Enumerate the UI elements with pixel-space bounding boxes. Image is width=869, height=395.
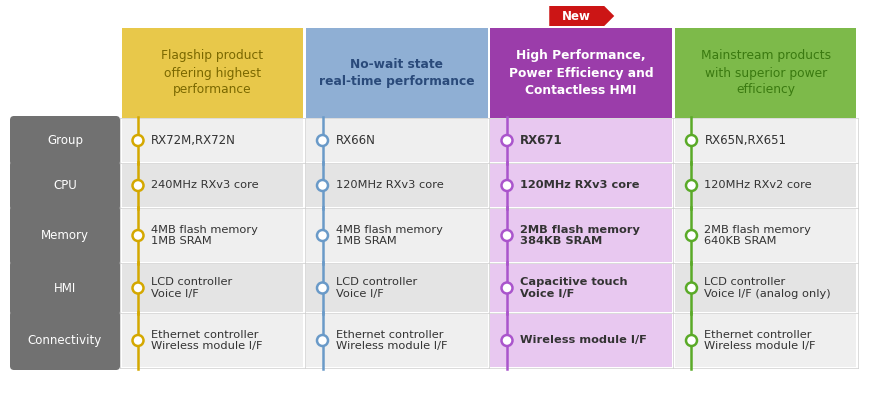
Circle shape — [316, 135, 328, 146]
Circle shape — [501, 180, 512, 191]
FancyBboxPatch shape — [490, 314, 671, 367]
FancyBboxPatch shape — [490, 119, 671, 162]
FancyBboxPatch shape — [306, 314, 487, 367]
FancyBboxPatch shape — [674, 209, 855, 262]
Text: Ethernet controller
Wireless module I/F: Ethernet controller Wireless module I/F — [151, 330, 262, 351]
Text: Connectivity: Connectivity — [28, 334, 102, 347]
Text: 120MHz RXv3 core: 120MHz RXv3 core — [520, 181, 639, 190]
FancyBboxPatch shape — [10, 311, 120, 370]
Text: LCD controller
Voice I/F: LCD controller Voice I/F — [151, 277, 232, 299]
Circle shape — [686, 230, 696, 241]
FancyBboxPatch shape — [10, 261, 120, 315]
FancyBboxPatch shape — [122, 119, 302, 162]
Text: 4MB flash memory
1MB SRAM: 4MB flash memory 1MB SRAM — [335, 225, 441, 246]
Text: Memory: Memory — [41, 229, 89, 242]
Text: Capacitive touch
Voice I/F: Capacitive touch Voice I/F — [520, 277, 627, 299]
Polygon shape — [548, 6, 614, 26]
Text: New: New — [561, 9, 590, 23]
Text: 2MB flash memory
640KB SRAM: 2MB flash memory 640KB SRAM — [704, 225, 811, 246]
Circle shape — [132, 135, 143, 146]
FancyBboxPatch shape — [122, 28, 302, 118]
Text: 4MB flash memory
1MB SRAM: 4MB flash memory 1MB SRAM — [151, 225, 257, 246]
Text: Group: Group — [47, 134, 83, 147]
FancyBboxPatch shape — [674, 264, 855, 312]
FancyBboxPatch shape — [490, 164, 671, 207]
FancyBboxPatch shape — [10, 116, 120, 165]
Circle shape — [501, 282, 512, 293]
FancyBboxPatch shape — [674, 164, 855, 207]
Text: Mainstream products
with superior power
efficiency: Mainstream products with superior power … — [700, 49, 830, 96]
FancyBboxPatch shape — [122, 264, 302, 312]
FancyBboxPatch shape — [306, 209, 487, 262]
Text: RX66N: RX66N — [335, 134, 375, 147]
FancyBboxPatch shape — [674, 119, 855, 162]
Circle shape — [316, 180, 328, 191]
FancyBboxPatch shape — [674, 28, 855, 118]
Text: 120MHz RXv3 core: 120MHz RXv3 core — [335, 181, 442, 190]
Text: No-wait state
real-time performance: No-wait state real-time performance — [319, 58, 474, 88]
Circle shape — [316, 335, 328, 346]
FancyBboxPatch shape — [10, 206, 120, 265]
Circle shape — [316, 230, 328, 241]
Circle shape — [686, 135, 696, 146]
Text: 120MHz RXv2 core: 120MHz RXv2 core — [704, 181, 811, 190]
FancyBboxPatch shape — [10, 161, 120, 210]
FancyBboxPatch shape — [674, 314, 855, 367]
Text: Ethernet controller
Wireless module I/F: Ethernet controller Wireless module I/F — [704, 330, 815, 351]
Circle shape — [501, 135, 512, 146]
FancyBboxPatch shape — [490, 209, 671, 262]
Circle shape — [132, 282, 143, 293]
Circle shape — [686, 282, 696, 293]
Text: Ethernet controller
Wireless module I/F: Ethernet controller Wireless module I/F — [335, 330, 447, 351]
Circle shape — [132, 335, 143, 346]
Text: 2MB flash memory
384KB SRAM: 2MB flash memory 384KB SRAM — [520, 225, 639, 246]
Text: High Performance,
Power Efficiency and
Contactless HMI: High Performance, Power Efficiency and C… — [508, 49, 653, 96]
FancyBboxPatch shape — [306, 28, 487, 118]
FancyBboxPatch shape — [306, 264, 487, 312]
Circle shape — [132, 230, 143, 241]
Text: LCD controller
Voice I/F (analog only): LCD controller Voice I/F (analog only) — [704, 277, 830, 299]
Text: Flagship product
offering highest
performance: Flagship product offering highest perfor… — [161, 49, 263, 96]
Text: RX72M,RX72N: RX72M,RX72N — [151, 134, 235, 147]
FancyBboxPatch shape — [490, 28, 671, 118]
Text: RX65N,RX651: RX65N,RX651 — [704, 134, 786, 147]
FancyBboxPatch shape — [122, 314, 302, 367]
Circle shape — [501, 335, 512, 346]
Text: HMI: HMI — [54, 282, 76, 295]
Text: RX671: RX671 — [520, 134, 562, 147]
FancyBboxPatch shape — [490, 264, 671, 312]
FancyBboxPatch shape — [306, 164, 487, 207]
Circle shape — [686, 335, 696, 346]
Circle shape — [686, 180, 696, 191]
Circle shape — [316, 282, 328, 293]
FancyBboxPatch shape — [306, 119, 487, 162]
Text: LCD controller
Voice I/F: LCD controller Voice I/F — [335, 277, 416, 299]
Text: Wireless module I/F: Wireless module I/F — [520, 335, 647, 346]
Text: 240MHz RXv3 core: 240MHz RXv3 core — [151, 181, 258, 190]
Circle shape — [132, 180, 143, 191]
FancyBboxPatch shape — [122, 209, 302, 262]
Circle shape — [501, 230, 512, 241]
FancyBboxPatch shape — [122, 164, 302, 207]
Text: CPU: CPU — [53, 179, 76, 192]
